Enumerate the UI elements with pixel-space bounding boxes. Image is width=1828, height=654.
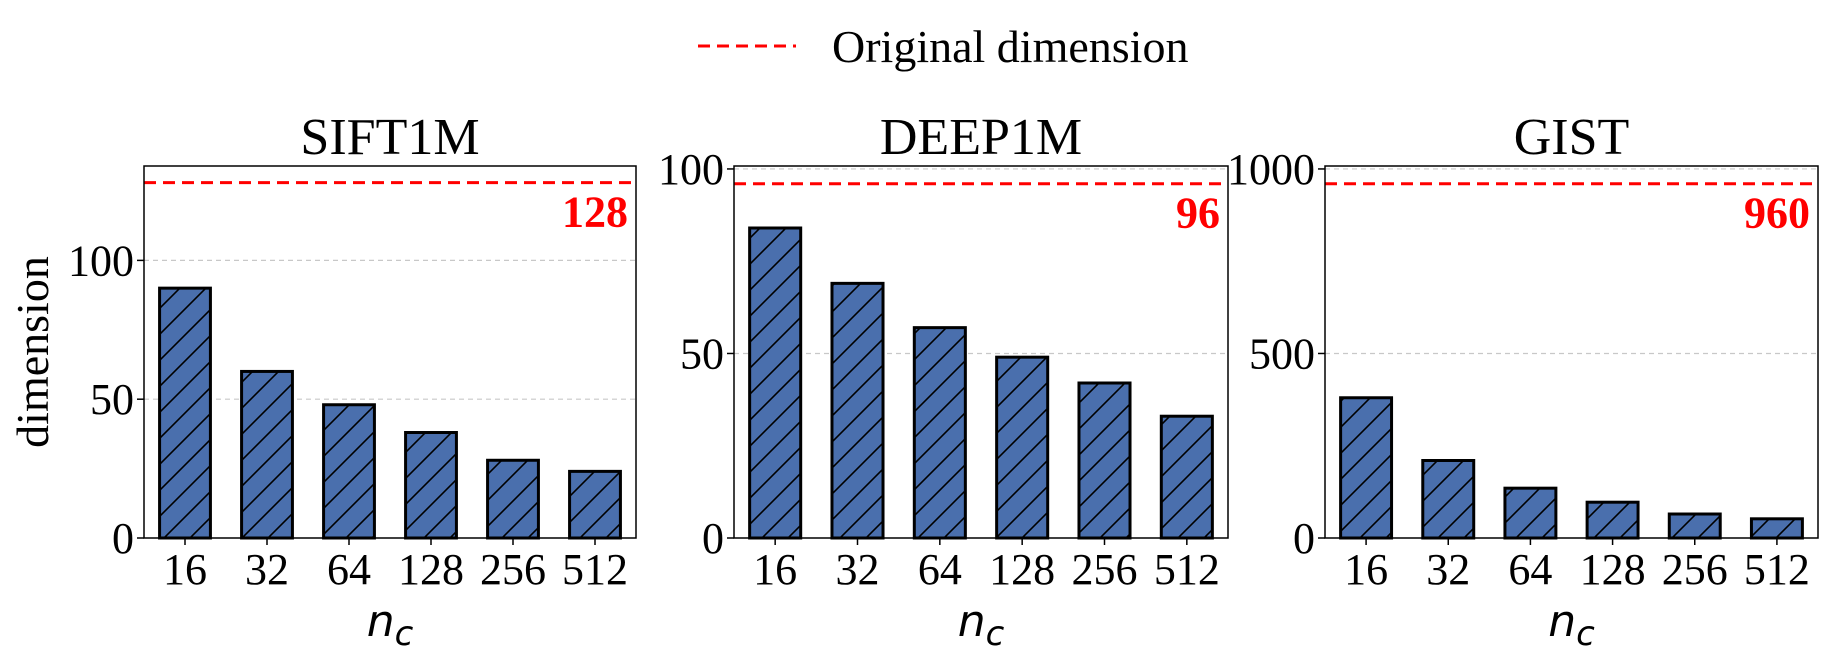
- bar-256: [1667, 512, 1722, 540]
- x-tick-label: 128: [989, 545, 1055, 594]
- panel-deep1m: DEEP1M 0 50 100 16 32 64 128 256 512 96 nc: [658, 109, 1229, 654]
- bar-128: [995, 355, 1050, 540]
- x-tick-label: 64: [1508, 545, 1552, 594]
- panel-title: SIFT1M: [300, 109, 479, 166]
- y-tick-label: 50: [680, 329, 724, 378]
- axes-frame: [143, 165, 637, 539]
- panel-title: DEEP1M: [880, 109, 1082, 166]
- bar-64: [912, 326, 967, 540]
- bar-32: [240, 369, 294, 540]
- reference-label: 960: [1744, 189, 1810, 238]
- y-tick-label: 100: [68, 236, 134, 285]
- x-tick-label: 256: [1662, 545, 1728, 594]
- bar-512: [1159, 414, 1214, 540]
- bar-32: [1421, 459, 1476, 540]
- x-tick-label: 32: [245, 545, 289, 594]
- y-tick-label: 0: [702, 514, 724, 563]
- x-tick-label: 256: [1072, 545, 1138, 594]
- bar-128: [1585, 500, 1640, 540]
- bar-512: [1749, 517, 1804, 540]
- x-tick-label: 32: [1426, 545, 1470, 594]
- bar-256: [1077, 381, 1132, 540]
- axes-frame: [1324, 165, 1819, 539]
- legend-label: Original dimension: [832, 21, 1188, 72]
- x-tick-label: 128: [1580, 545, 1646, 594]
- x-tick-label: 16: [753, 545, 797, 594]
- x-tick-label: 64: [918, 545, 962, 594]
- x-tick-label: 16: [1344, 545, 1388, 594]
- panel-title: GIST: [1514, 109, 1630, 166]
- x-tick-label: 16: [163, 545, 207, 594]
- legend: Original dimension: [698, 21, 1188, 72]
- x-tick-label: 512: [562, 545, 628, 594]
- bar-64: [1503, 486, 1558, 540]
- x-tick-label: 64: [327, 545, 371, 594]
- panel-gist: GIST 0 500 1000 16 32 64 128 256 512 960 nc: [1227, 109, 1819, 654]
- reference-label: 128: [562, 188, 628, 237]
- bar-128: [404, 431, 458, 540]
- x-tick-label: 256: [480, 545, 546, 594]
- bar-16: [748, 226, 803, 540]
- y-tick-label: 0: [112, 514, 134, 563]
- y-tick-label: 100: [658, 145, 724, 194]
- y-tick-label: 0: [1293, 514, 1315, 563]
- y-tick-label: 500: [1249, 329, 1315, 378]
- x-tick-label: 128: [398, 545, 464, 594]
- y-axis-label: dimension: [7, 256, 58, 448]
- bar-64: [322, 403, 376, 540]
- axes-frame: [733, 165, 1229, 539]
- y-tick-label: 50: [90, 375, 134, 424]
- x-tick-label: 512: [1744, 545, 1810, 594]
- bar-32: [830, 281, 885, 540]
- bar-512: [568, 469, 622, 540]
- bar-16: [1339, 396, 1394, 540]
- reference-label: 96: [1176, 189, 1220, 238]
- x-axis-label: nc: [367, 596, 414, 654]
- x-tick-label: 32: [836, 545, 880, 594]
- bar-256: [486, 458, 540, 540]
- x-axis-label: nc: [958, 596, 1005, 654]
- bar-16: [158, 286, 212, 540]
- x-axis-label: nc: [1548, 596, 1595, 654]
- y-tick-label: 1000: [1227, 145, 1315, 194]
- x-tick-label: 512: [1154, 545, 1220, 594]
